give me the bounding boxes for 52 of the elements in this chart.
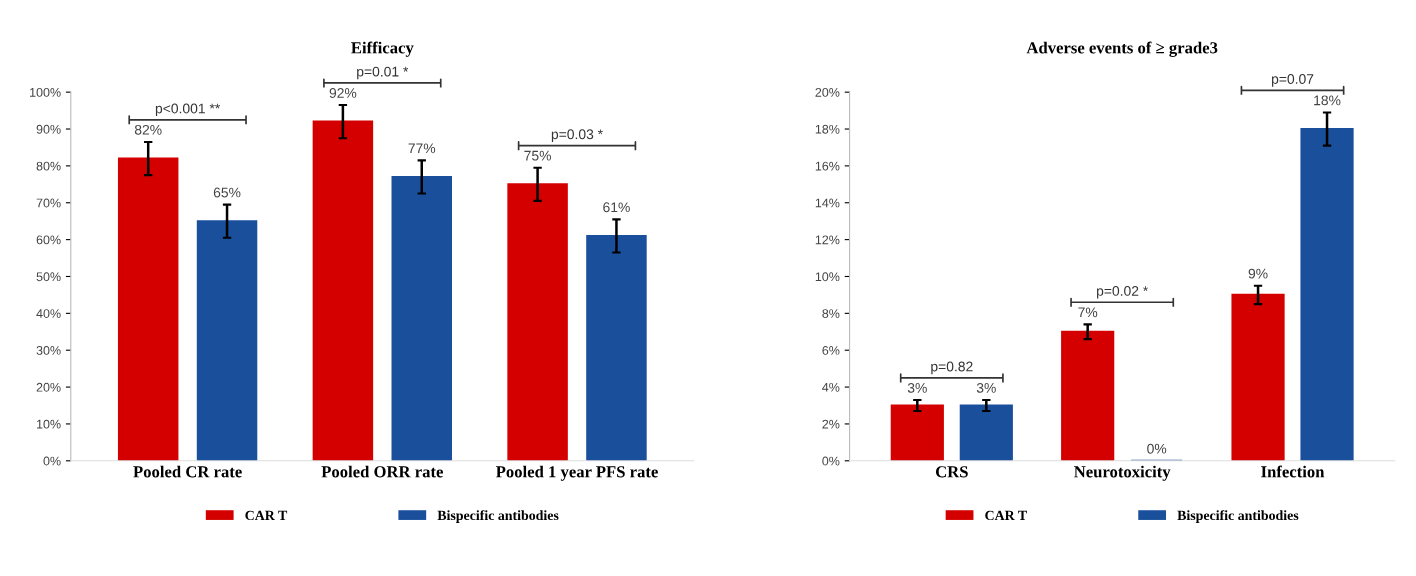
- legend-label: CAR T: [245, 510, 288, 521]
- y-tick-label: 20%: [36, 382, 61, 392]
- y-tick-label: 50%: [36, 272, 61, 282]
- y-tick-label: 2%: [822, 419, 840, 429]
- y-tick-label: 60%: [36, 235, 61, 245]
- y-tick-label: 30%: [36, 346, 61, 355]
- y-tick-label: 0%: [822, 456, 840, 466]
- x-tick-label: Pooled CR rate: [133, 465, 242, 478]
- y-tick-label: 70%: [36, 198, 61, 208]
- x-tick-label: Pooled 1 year PFS rate: [495, 465, 658, 481]
- y-tick-label: 80%: [36, 161, 61, 171]
- data-label: 7%: [1078, 307, 1098, 318]
- annotation: p=0.02 *: [1097, 286, 1149, 299]
- x-tick-label: Pooled ORR rate: [321, 465, 443, 478]
- y-tick-label: 6%: [822, 346, 840, 355]
- y-tick-label: 100%: [30, 87, 61, 97]
- data-label: 9%: [1248, 268, 1268, 279]
- legend-label: Bispecific antibodies: [437, 510, 559, 523]
- y-tick-label: 18%: [815, 124, 840, 134]
- y-tick-label: 14%: [815, 198, 840, 208]
- y-tick-label: 8%: [822, 309, 840, 318]
- legend-label: Bispecific antibodies: [1177, 510, 1299, 523]
- y-tick-label: 16%: [815, 161, 840, 171]
- data-label: 77%: [408, 143, 436, 154]
- data-label: 92%: [329, 88, 357, 98]
- chart-title: Eifficacy: [351, 41, 414, 57]
- x-tick-label: Infection: [1261, 465, 1325, 478]
- legend-label: CAR T: [985, 510, 1027, 521]
- y-tick-label: 20%: [815, 87, 840, 97]
- annotation: p=0.03 *: [551, 129, 603, 142]
- data-label: 3%: [907, 382, 927, 393]
- text: p=0.01 *: [357, 66, 409, 80]
- y-tick-label: 10%: [815, 272, 840, 282]
- y-tick-label: 0%: [43, 456, 61, 466]
- data-label: 18%: [1314, 95, 1341, 106]
- data-label: 3%: [976, 382, 996, 393]
- text: p=0.07: [1272, 74, 1314, 87]
- y-tick-label: 4%: [822, 382, 840, 392]
- y-tick-label: 40%: [36, 309, 61, 318]
- data-label: 82%: [134, 124, 162, 135]
- data-label: 65%: [213, 187, 241, 198]
- y-tick-label: 10%: [37, 419, 61, 429]
- y-tick-label: 90%: [36, 124, 61, 134]
- chart-title: Adverse events of ≥ grade3: [1026, 41, 1218, 57]
- annotation: p<0.001 **: [155, 103, 221, 117]
- data-label: 61%: [603, 202, 630, 213]
- annotation: p=0.82: [931, 361, 973, 375]
- y-tick-label: 12%: [815, 235, 840, 245]
- data-label: 75%: [524, 150, 551, 161]
- x-tick-label: CRS: [935, 466, 968, 478]
- x-tick-label: Neurotoxicity: [1074, 465, 1171, 481]
- data-label: 0%: [1147, 443, 1167, 454]
